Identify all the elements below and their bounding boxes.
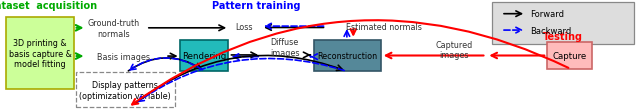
Text: Reconstruction: Reconstruction: [317, 52, 377, 60]
FancyBboxPatch shape: [547, 43, 592, 69]
FancyBboxPatch shape: [6, 18, 74, 90]
Text: Forward: Forward: [530, 10, 564, 19]
Text: Estimated normals: Estimated normals: [346, 22, 422, 31]
FancyBboxPatch shape: [76, 73, 175, 108]
Text: Capture: Capture: [552, 52, 587, 60]
Text: 3D printing &
basis capture &
model fitting: 3D printing & basis capture & model fitt…: [8, 39, 72, 69]
FancyBboxPatch shape: [314, 40, 381, 72]
Text: Display patterns
(optimization variable): Display patterns (optimization variable): [79, 81, 171, 100]
Text: Diffuse
images: Diffuse images: [270, 38, 300, 57]
Text: Basis images: Basis images: [97, 52, 150, 61]
Text: Testing: Testing: [543, 31, 583, 41]
Text: Backward: Backward: [530, 26, 571, 35]
Text: Rendering: Rendering: [182, 52, 227, 60]
FancyBboxPatch shape: [492, 3, 634, 45]
Text: Loss: Loss: [236, 22, 253, 31]
Text: Dataset  acquisition: Dataset acquisition: [0, 1, 97, 11]
Text: Pattern training: Pattern training: [212, 1, 300, 11]
Text: Captured
images: Captured images: [436, 40, 473, 59]
Text: Ground-truth
normals: Ground-truth normals: [88, 19, 140, 38]
FancyBboxPatch shape: [180, 40, 228, 72]
